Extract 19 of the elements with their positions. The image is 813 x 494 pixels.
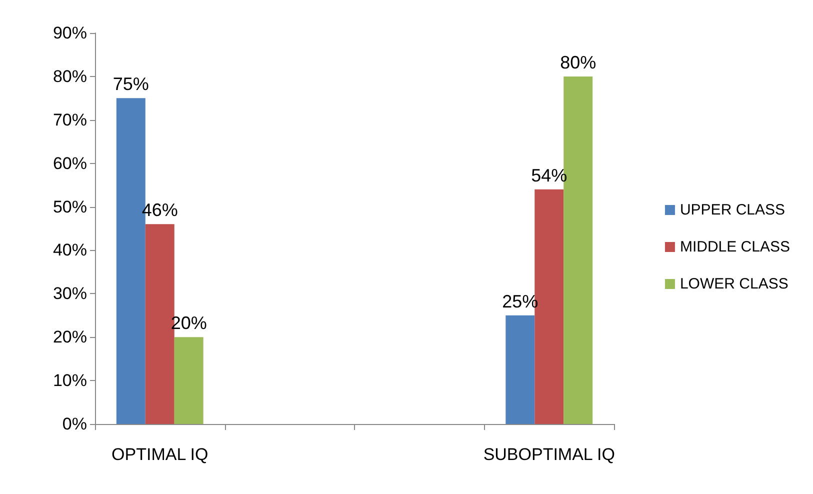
y-tick-label: 80% xyxy=(52,66,87,86)
y-tick-label: 0% xyxy=(62,414,87,434)
data-label: 80% xyxy=(560,52,596,72)
bar xyxy=(506,315,535,424)
y-tick-label: 60% xyxy=(52,154,87,173)
legend-label: LOWER CLASS xyxy=(680,276,788,292)
legend-label: MIDDLE CLASS xyxy=(680,238,790,256)
legend-label: UPPER CLASS xyxy=(680,202,786,218)
bar xyxy=(174,337,204,424)
data-label: 75% xyxy=(112,74,149,94)
x-tick-label: OPTIMAL IQ xyxy=(112,445,208,464)
y-tick-label: 90% xyxy=(52,24,87,42)
y-tick-label: 20% xyxy=(52,328,87,347)
y-tick-label: 50% xyxy=(52,197,87,216)
y-tick-label: 40% xyxy=(52,240,87,260)
y-tick-label: 10% xyxy=(52,371,87,390)
y-tick-label: 70% xyxy=(52,110,87,130)
y-tick-label: 30% xyxy=(52,284,87,304)
x-tick-label: SUBOPTIMAL IQ xyxy=(483,445,615,464)
